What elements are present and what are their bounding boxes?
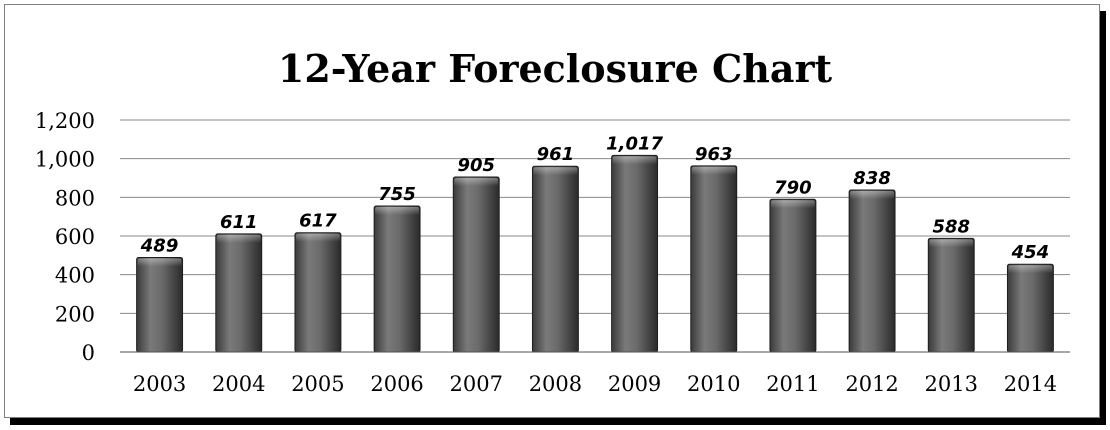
bar-group <box>294 232 342 353</box>
bar <box>769 198 817 353</box>
y-tick-label: 400 <box>55 264 95 288</box>
y-tick-label: 200 <box>55 302 95 326</box>
bar <box>452 176 500 353</box>
x-tick-label: 2008 <box>529 372 582 396</box>
data-label: 611 <box>220 212 258 233</box>
bar <box>848 189 896 353</box>
bar-highlight <box>1008 265 1053 274</box>
data-label: 489 <box>140 235 179 256</box>
y-tick-label: 1,200 <box>35 109 95 133</box>
bar <box>927 237 975 353</box>
bar <box>373 205 421 353</box>
bar-group <box>848 189 896 353</box>
x-tick-label: 2013 <box>925 372 978 396</box>
data-label: 454 <box>1011 242 1050 263</box>
bars <box>136 154 1054 353</box>
bar-group <box>690 165 738 353</box>
bar <box>136 256 184 353</box>
bar <box>611 154 659 353</box>
data-label: 588 <box>932 216 970 237</box>
bar-group <box>373 205 421 353</box>
bar-highlight <box>929 239 974 248</box>
bar <box>215 233 263 353</box>
chart-title: 12-Year Foreclosure Chart <box>278 46 833 91</box>
bar-group <box>136 256 184 353</box>
data-label: 838 <box>853 168 891 189</box>
bar-highlight <box>295 233 340 242</box>
data-label: 617 <box>299 211 337 232</box>
x-tick-label: 2010 <box>687 372 740 396</box>
y-tick-label: 800 <box>55 186 95 210</box>
y-tick-label: 600 <box>55 225 95 249</box>
bar-highlight <box>137 258 182 267</box>
bar-group <box>452 176 500 353</box>
bar-group <box>215 233 263 353</box>
x-tick-label: 2012 <box>845 372 898 396</box>
bar-highlight <box>375 207 420 216</box>
x-tick-label: 2003 <box>133 372 186 396</box>
bar-highlight <box>612 156 657 165</box>
bar <box>531 165 579 353</box>
bar-highlight <box>691 166 736 175</box>
y-axis-tick-labels: 0 200 400 600 800 1,000 1,200 <box>35 109 95 365</box>
data-label: 905 <box>457 155 495 176</box>
x-tick-label: 2011 <box>766 372 819 396</box>
x-tick-label: 2007 <box>450 372 503 396</box>
x-axis-tick-labels: 2003 2004 2005 2006 2007 2008 2009 2010 2011 2012… <box>133 372 1057 396</box>
x-tick-label: 2005 <box>291 372 344 396</box>
bar-group <box>769 198 817 353</box>
bar-highlight <box>533 167 578 176</box>
data-label: 963 <box>695 144 733 165</box>
bar-group <box>927 237 975 353</box>
bar-group <box>611 154 659 353</box>
bar-highlight <box>850 190 895 199</box>
data-label: 961 <box>537 144 575 165</box>
bar <box>294 232 342 353</box>
bar-group <box>531 165 579 353</box>
y-tick-label: 0 <box>82 341 95 365</box>
x-tick-label: 2004 <box>212 372 265 396</box>
x-tick-label: 2006 <box>370 372 423 396</box>
gridlines <box>120 119 1070 314</box>
bar-highlight <box>770 200 815 209</box>
bar-group <box>1006 263 1054 353</box>
y-tick-label: 1,000 <box>35 148 95 172</box>
bar-highlight <box>454 178 499 187</box>
bar-highlight <box>216 234 261 243</box>
x-tick-label: 2009 <box>608 372 661 396</box>
data-label: 755 <box>378 184 416 205</box>
data-labels: 489 611 617 755 905 961 1,017 963 790 838 588 454 <box>140 133 1049 263</box>
bar <box>1006 263 1054 353</box>
bar <box>690 165 738 353</box>
x-tick-label: 2014 <box>1004 372 1057 396</box>
data-label: 790 <box>774 177 812 198</box>
data-label: 1,017 <box>606 133 663 154</box>
